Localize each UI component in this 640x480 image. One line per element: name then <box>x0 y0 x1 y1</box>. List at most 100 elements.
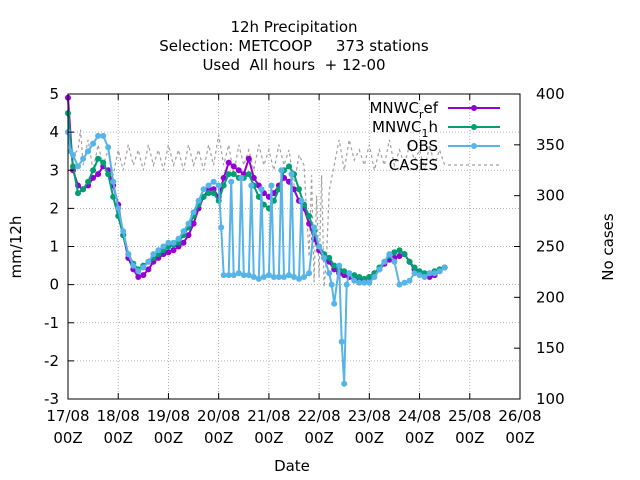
data-point <box>288 171 295 178</box>
data-point <box>265 272 272 279</box>
data-point <box>296 186 302 193</box>
legend-entry-cases: CASES <box>389 156 500 174</box>
data-point <box>331 300 338 307</box>
title-line-3: Used All hours + 12-00 <box>202 56 385 74</box>
data-point <box>95 132 102 139</box>
data-point <box>268 182 275 189</box>
data-point <box>205 190 212 197</box>
data-point <box>135 274 142 280</box>
data-point <box>421 274 428 280</box>
data-point <box>150 251 157 258</box>
data-point <box>441 264 448 271</box>
data-point <box>411 270 418 277</box>
axes: 17/08 00Z 18/08 00Z 19/08 00Z 20/08 00Z 21/08 00Z… <box>44 85 565 447</box>
data-point <box>381 258 388 265</box>
x-tick-label-hour: 00Z <box>304 429 333 447</box>
data-point <box>255 275 262 282</box>
x-tick-label-date: 19/08 <box>147 407 190 425</box>
y-tick-label: -3 <box>44 390 59 408</box>
legend-label: MNWCref <box>369 99 438 121</box>
data-point <box>240 272 247 279</box>
data-point <box>145 266 152 273</box>
data-point <box>90 140 97 147</box>
data-point <box>75 190 81 197</box>
data-point <box>165 239 172 246</box>
x-tick-label-date: 18/08 <box>97 407 140 425</box>
data-point <box>170 247 177 254</box>
data-point <box>175 235 182 242</box>
x-tick-label-date: 23/08 <box>348 407 391 425</box>
title-line-1: 12h Precipitation <box>230 18 357 36</box>
legend-label: MNWC1h <box>372 118 438 140</box>
data-point <box>371 274 378 280</box>
y-tick-label: 1 <box>49 238 59 256</box>
data-point <box>210 178 217 185</box>
data-point <box>356 279 363 286</box>
data-point <box>306 270 313 277</box>
data-point <box>225 171 232 178</box>
x-tick-label-hour: 00Z <box>53 429 82 447</box>
data-point <box>286 272 292 279</box>
data-point <box>341 268 348 275</box>
data-point <box>195 197 202 204</box>
data-point <box>411 264 418 271</box>
data-point <box>401 279 408 286</box>
data-point <box>235 270 242 277</box>
data-point <box>391 249 398 256</box>
data-point <box>200 193 207 200</box>
data-point <box>258 186 265 193</box>
y-tick-label: 5 <box>49 85 59 103</box>
data-point <box>391 258 398 265</box>
data-point <box>366 279 373 286</box>
data-point <box>220 174 227 181</box>
data-point <box>281 274 287 280</box>
data-point <box>80 186 87 193</box>
data-point <box>416 272 423 279</box>
data-point <box>326 270 333 277</box>
data-point <box>361 279 368 286</box>
y2-tick-label: 100 <box>536 390 565 408</box>
data-point <box>115 205 122 212</box>
data-point <box>228 178 235 185</box>
data-point <box>245 155 252 162</box>
data-point <box>85 148 92 155</box>
data-point <box>200 186 207 193</box>
y2-tick-label: 200 <box>536 288 565 306</box>
y2-tick-label: 250 <box>536 238 565 256</box>
data-point <box>205 182 212 189</box>
data-point <box>105 144 112 151</box>
data-point <box>230 163 237 170</box>
data-point <box>351 277 358 284</box>
data-point <box>130 262 137 269</box>
data-point <box>250 174 257 181</box>
y2-tick-label: 150 <box>536 339 565 357</box>
legend-entry-obs: OBS <box>407 137 500 155</box>
y2-tick-label: 300 <box>536 187 565 205</box>
y-tick-label: 0 <box>49 276 59 294</box>
data-point <box>210 190 217 197</box>
y2-axis-label: No cases <box>599 213 617 281</box>
data-point <box>155 247 162 254</box>
data-point <box>190 220 197 227</box>
data-point <box>296 275 302 282</box>
x-tick-label-date: 20/08 <box>197 407 240 425</box>
data-point <box>245 171 252 178</box>
series-line <box>67 129 446 288</box>
x-tick-label-hour: 00Z <box>455 429 484 447</box>
data-point <box>90 174 97 181</box>
data-point <box>386 251 393 258</box>
data-point <box>291 274 297 280</box>
legend-marker <box>471 124 477 130</box>
data-point <box>336 262 343 269</box>
data-point <box>120 228 127 235</box>
data-point <box>396 247 403 254</box>
data-point <box>351 272 358 279</box>
legend-label: CASES <box>389 156 438 174</box>
x-tick-label-hour: 00Z <box>405 429 434 447</box>
data-point <box>100 132 107 139</box>
data-point <box>230 171 237 178</box>
data-point <box>85 178 92 185</box>
data-point <box>110 193 117 200</box>
data-point <box>366 274 373 280</box>
